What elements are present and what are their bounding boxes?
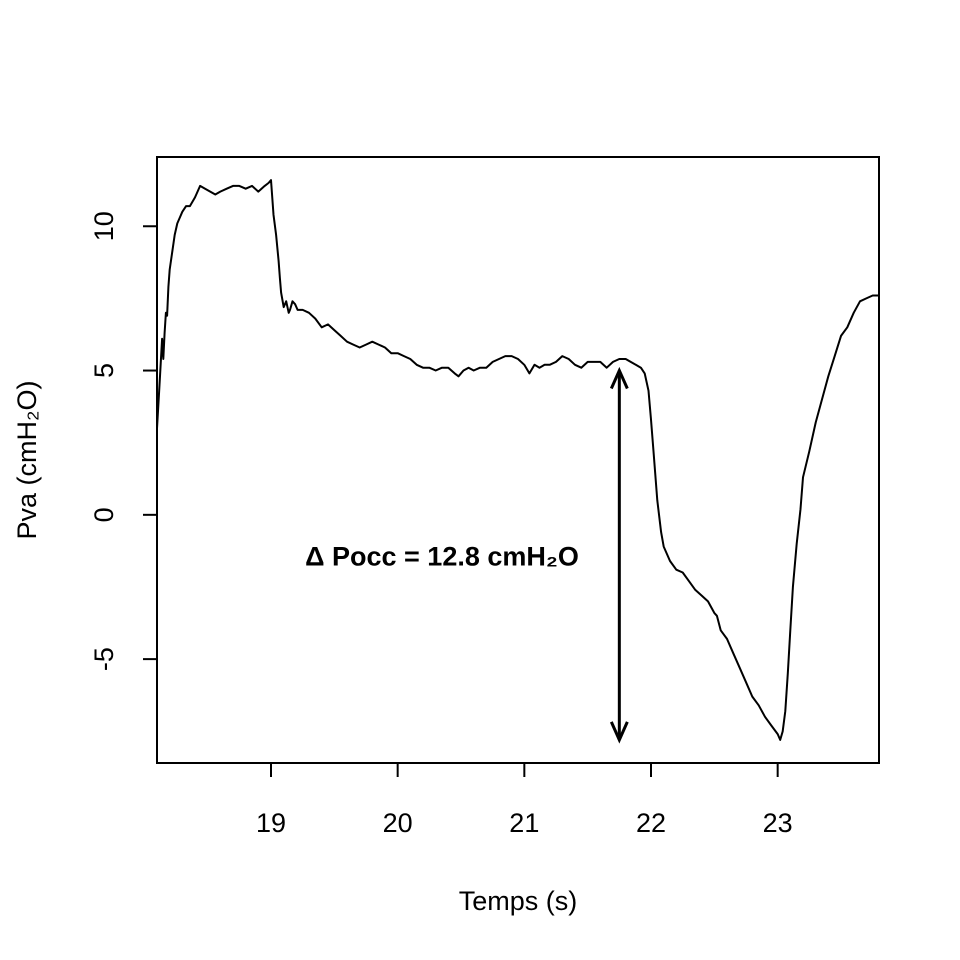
- arrow-head-bottom: [609, 721, 629, 744]
- x-tick-label: 21: [509, 808, 539, 838]
- x-tick-label: 20: [383, 808, 413, 838]
- x-tick-label: 22: [636, 808, 666, 838]
- delta-pocc-annotation: Δ Pocc = 12.8 cmH₂O: [305, 542, 579, 572]
- y-tick-label: 5: [89, 363, 119, 378]
- x-axis-title: Temps (s): [459, 886, 578, 916]
- y-tick-label: 0: [89, 507, 119, 522]
- y-tick-label: -5: [89, 647, 119, 671]
- arrow-head-top: [609, 366, 629, 390]
- x-tick-label: 19: [256, 808, 286, 838]
- chart-axes: 19 20 21 22 23 -5 0 5 10: [89, 211, 793, 838]
- plot-frame: [156, 156, 880, 764]
- y-axis-title: Pva (cmH₂O): [12, 381, 42, 540]
- x-tick-label: 23: [763, 808, 793, 838]
- y-tick-label: 10: [89, 211, 119, 241]
- pressure-series-line: [156, 179, 879, 741]
- chart-marks: [156, 179, 879, 744]
